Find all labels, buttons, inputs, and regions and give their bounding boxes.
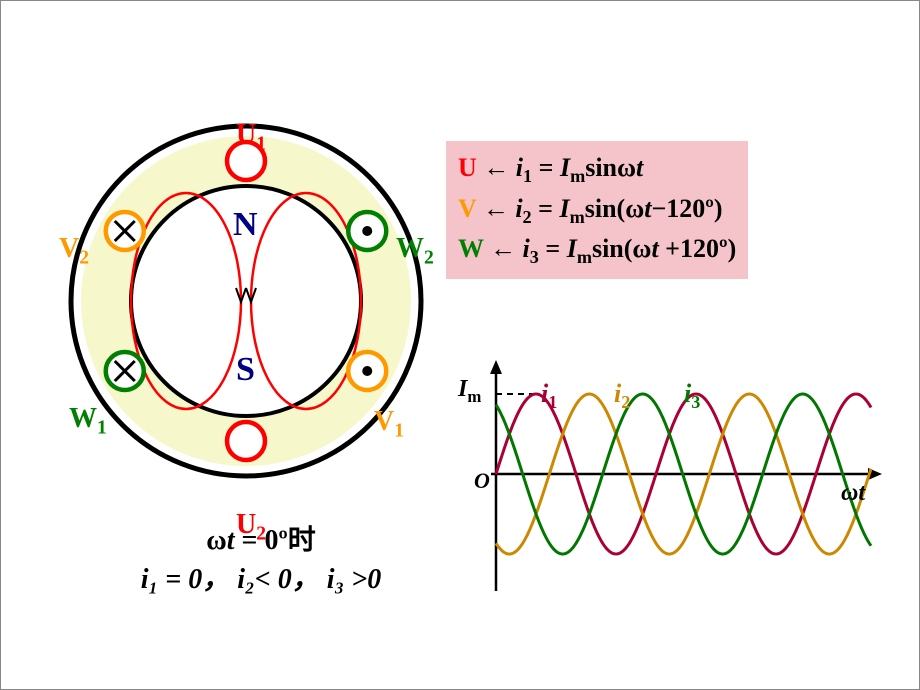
slot-label-V1: V1	[374, 406, 404, 443]
equation-line: V ← i2 = Imsin(ωt−120º)	[458, 190, 736, 231]
rotor-n-label: N	[233, 206, 258, 244]
equation-line: U ← i1 = Imsinωt	[458, 149, 736, 190]
slot-label-W2: W2	[396, 233, 434, 270]
waveform-xaxis-label: ωt	[841, 480, 865, 507]
equation-line: W ← i3 = Imsin(ωt +120º)	[458, 230, 736, 271]
phase-equations: U ← i1 = ImsinωtV ← i2 = Imsin(ωt−120º)W…	[446, 141, 748, 279]
waveform-chart	[456, 356, 886, 611]
slot-label-U1: U1	[236, 119, 266, 156]
waveform-origin-label: O	[474, 468, 490, 494]
condition-text: ωt = 0º时 i₁ = 0， i₂< 0， i₃ >0	[61, 521, 461, 599]
series-label-i1: i1	[541, 379, 557, 413]
slot-label-V2: V2	[59, 233, 89, 270]
waveform-im-label: Im	[458, 376, 481, 407]
series-label-i3: i3	[684, 379, 700, 413]
series-label-i2: i2	[614, 379, 630, 413]
slot-label-W1: W1	[69, 403, 107, 440]
rotor-s-label: S	[236, 351, 255, 389]
